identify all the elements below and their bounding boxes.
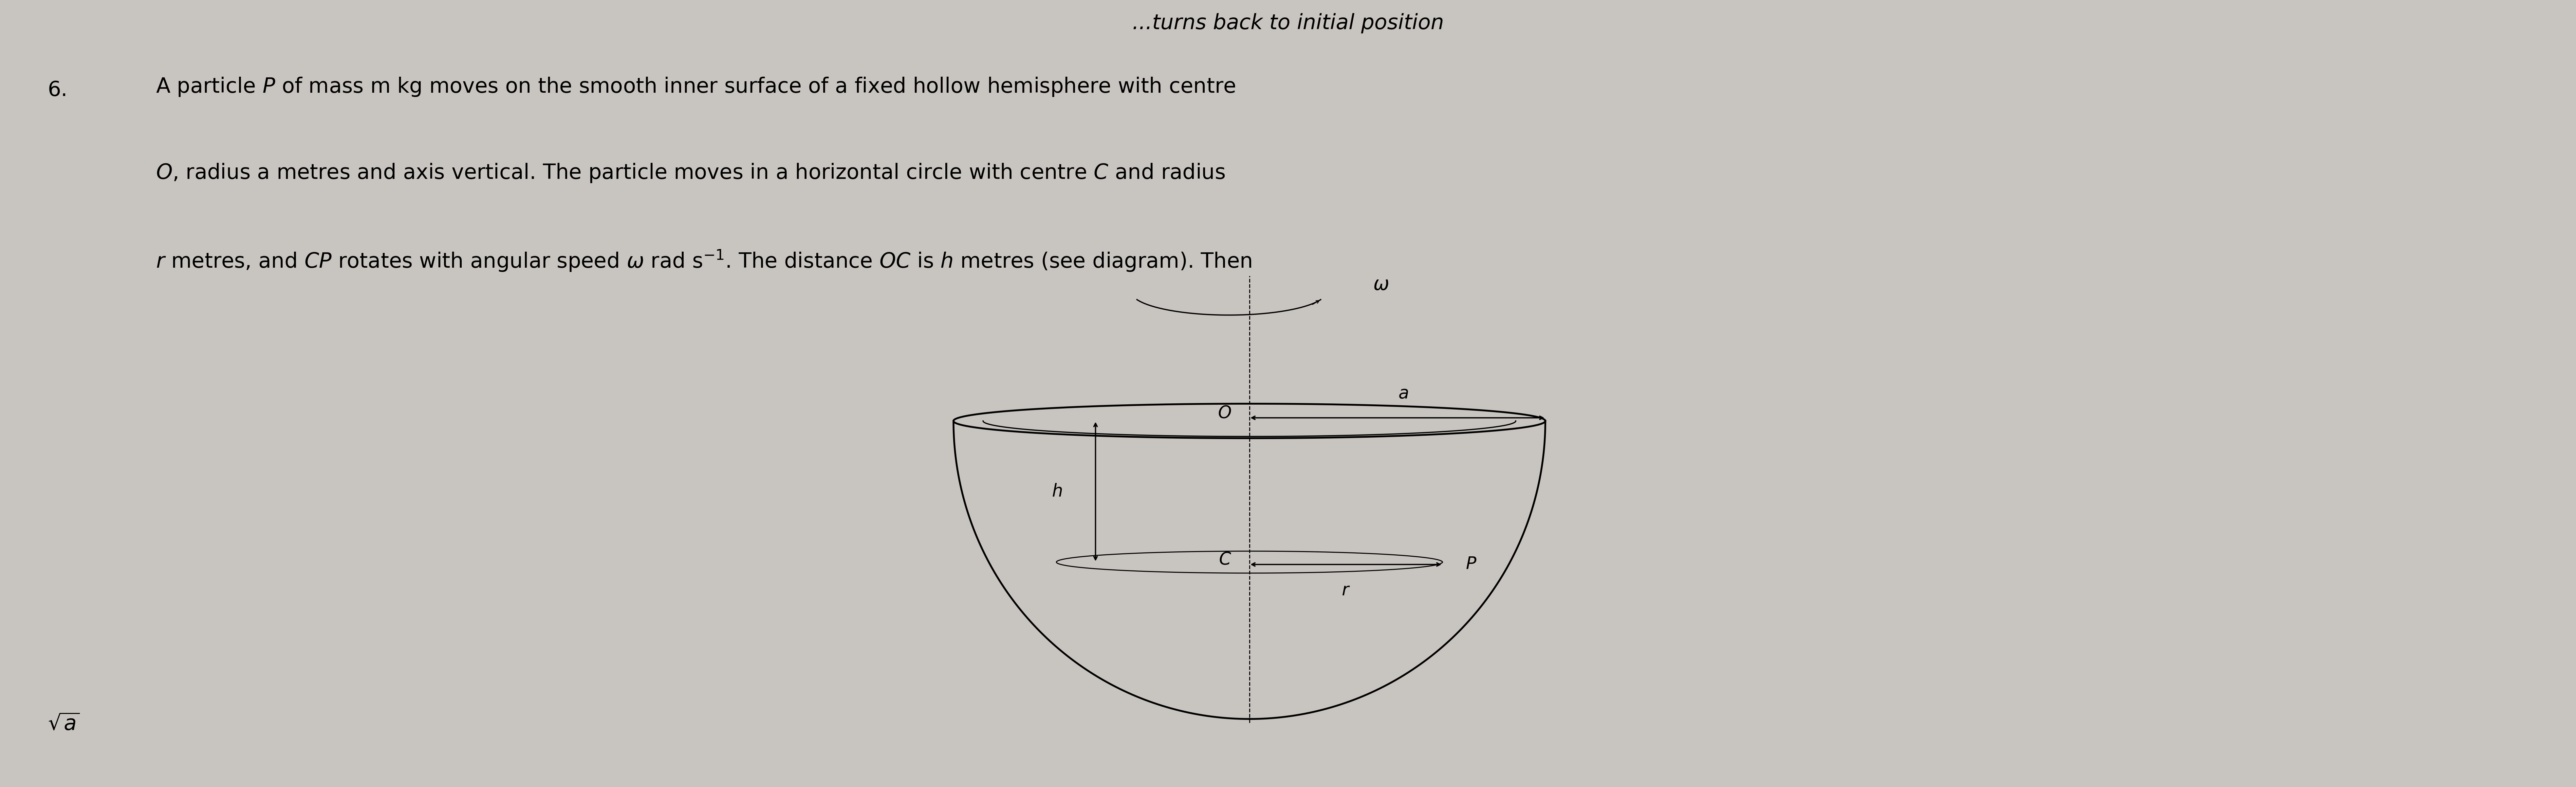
Text: $O$: $O$: [1218, 405, 1231, 422]
Text: $h$: $h$: [1051, 483, 1061, 500]
Text: 6.: 6.: [49, 79, 67, 100]
Text: $P$: $P$: [1466, 556, 1476, 573]
Text: $r$ metres, and $CP$ rotates with angular speed $\omega$ rad s$^{-1}$. The dista: $r$ metres, and $CP$ rotates with angula…: [155, 249, 1252, 273]
Text: $\sqrt{a}$: $\sqrt{a}$: [49, 715, 80, 734]
Text: $O$, radius a metres and axis vertical. The particle moves in a horizontal circl: $O$, radius a metres and axis vertical. …: [155, 162, 1226, 184]
Text: ...turns back to initial position: ...turns back to initial position: [1133, 13, 1443, 33]
Text: $C$: $C$: [1218, 551, 1231, 568]
Text: A particle $P$ of mass m kg moves on the smooth inner surface of a fixed hollow : A particle $P$ of mass m kg moves on the…: [155, 76, 1236, 98]
Text: $\omega$: $\omega$: [1373, 275, 1388, 294]
Text: $r$: $r$: [1342, 582, 1350, 599]
Text: $a$: $a$: [1399, 385, 1409, 402]
